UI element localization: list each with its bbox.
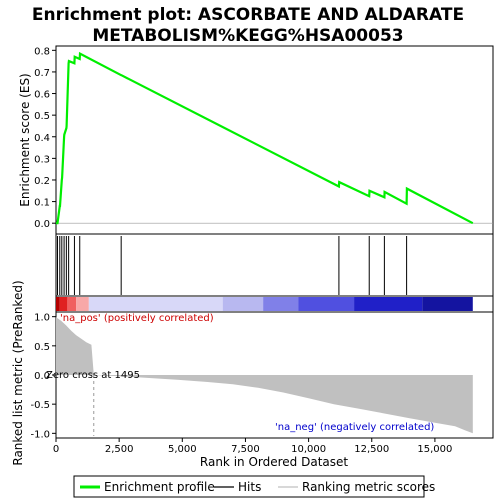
color-bar-segment [298, 297, 355, 311]
chart-title-line-2: METABOLISM%KEGG%HSA00053 [92, 26, 403, 46]
color-bar-segment [422, 297, 473, 311]
color-bar-segment [263, 297, 299, 311]
es-y-tick-label: 0.8 [34, 46, 50, 57]
enrichment-profile-line [56, 51, 474, 225]
x-tick-label: 5,000 [168, 444, 197, 455]
es-y-tick-label: 0.4 [34, 133, 50, 144]
color-bar-segment [222, 297, 264, 311]
legend-item-label: Hits [238, 480, 261, 494]
x-tick-label: 12,500 [354, 444, 389, 455]
es-y-tick-label: 0.6 [34, 90, 50, 101]
x-tick-label: 15,000 [417, 444, 452, 455]
x-axis-label: Rank in Ordered Dataset [200, 455, 348, 469]
es-y-axis: 0.0 0.1 0.2 0.3 0.4 0.5 0.6 0.7 0.8 [34, 46, 56, 230]
x-tick-label: 10,000 [291, 444, 326, 455]
legend-box [73, 475, 425, 498]
color-bar-segment [354, 297, 423, 311]
color-bar-segment [67, 297, 77, 311]
ranking-metric-area [56, 317, 473, 434]
es-y-tick-label: 0.1 [34, 198, 50, 209]
ranking-y-tick-label: 0.5 [34, 342, 50, 353]
es-y-tick-label: 0.5 [34, 111, 50, 122]
hits-markers [57, 236, 408, 295]
x-tick-label: 2,500 [105, 444, 134, 455]
zero-cross-label: Zero cross at 1495 [46, 370, 140, 381]
color-bar-segment [88, 297, 223, 311]
hits-panel [55, 233, 494, 297]
ranking-y-tick-label: 0.0 [34, 371, 50, 382]
x-tick-label: 7,500 [231, 444, 260, 455]
pos-correlated-label: 'na_pos' (positively correlated) [60, 313, 214, 324]
ranking-y-tick-label: -0.5 [30, 400, 50, 411]
ranking-metric-fill [56, 317, 473, 434]
es-y-axis-label: Enrichment score (ES) [18, 73, 32, 206]
ranking-color-bar [56, 297, 473, 311]
es-panel [55, 45, 494, 235]
legend: Enrichment profile Hits Ranking metric sco… [80, 480, 435, 494]
legend-item-label: Enrichment profile [104, 480, 215, 494]
ranking-y-axis: 1.0 0.5 0.0 -0.5 -1.0 [30, 313, 56, 440]
es-y-tick-label: 0.3 [34, 154, 50, 165]
x-tick-label: 0 [53, 444, 59, 455]
color-bar-segment [56, 297, 60, 311]
ranking-y-tick-label: 1.0 [34, 313, 50, 324]
es-y-tick-label: 0.0 [34, 219, 50, 230]
ranking-y-tick-label: -1.0 [30, 429, 50, 440]
chart-title-line-1: Enrichment plot: ASCORBATE AND ALDARATE [32, 5, 464, 25]
x-axis: 0 2,500 5,000 7,500 10,000 12,500 15,000 [53, 438, 452, 455]
ranking-y-axis-label: Ranked list metric (PreRanked) [11, 280, 25, 465]
es-series [56, 51, 474, 225]
es-y-tick-label: 0.2 [34, 176, 50, 187]
neg-correlated-label: 'na_neg' (negatively correlated) [275, 422, 434, 433]
color-bar-segment [59, 297, 68, 311]
legend-item-label: Ranking metric scores [302, 480, 435, 494]
es-y-tick-label: 0.7 [34, 68, 50, 79]
color-bar-segment [76, 297, 89, 311]
